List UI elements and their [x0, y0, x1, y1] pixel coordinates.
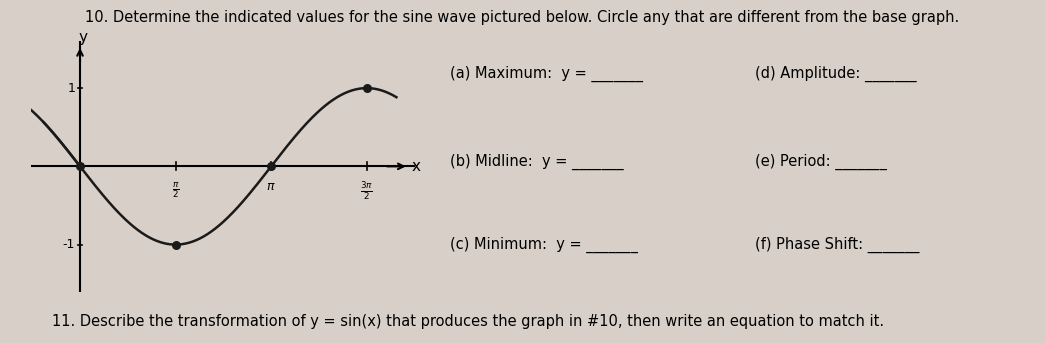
Text: $\frac{3\pi}{2}$: $\frac{3\pi}{2}$ — [361, 180, 373, 202]
Text: (a) Maximum:  y = _______: (a) Maximum: y = _______ — [450, 66, 643, 82]
Text: $\pi$: $\pi$ — [266, 180, 276, 193]
Text: x: x — [412, 159, 421, 174]
Text: (e) Period: _______: (e) Period: _______ — [754, 154, 887, 170]
Text: 11. Describe the transformation of y = sin(x) that produces the graph in #10, th: 11. Describe the transformation of y = s… — [52, 314, 884, 329]
Text: 1: 1 — [67, 82, 75, 95]
Text: $\frac{\pi}{2}$: $\frac{\pi}{2}$ — [171, 180, 180, 200]
Text: (d) Amplitude: _______: (d) Amplitude: _______ — [754, 66, 916, 82]
Point — [167, 242, 184, 247]
Text: y: y — [78, 30, 88, 45]
Point — [263, 164, 280, 169]
Text: (f) Phase Shift: _______: (f) Phase Shift: _______ — [754, 236, 920, 253]
Text: (c) Minimum:  y = _______: (c) Minimum: y = _______ — [450, 236, 638, 253]
Point — [72, 164, 89, 169]
Text: 10. Determine the indicated values for the sine wave pictured below. Circle any : 10. Determine the indicated values for t… — [86, 10, 959, 25]
Text: (b) Midline:  y = _______: (b) Midline: y = _______ — [450, 154, 624, 170]
Point — [358, 85, 375, 91]
Text: -1: -1 — [63, 238, 75, 251]
